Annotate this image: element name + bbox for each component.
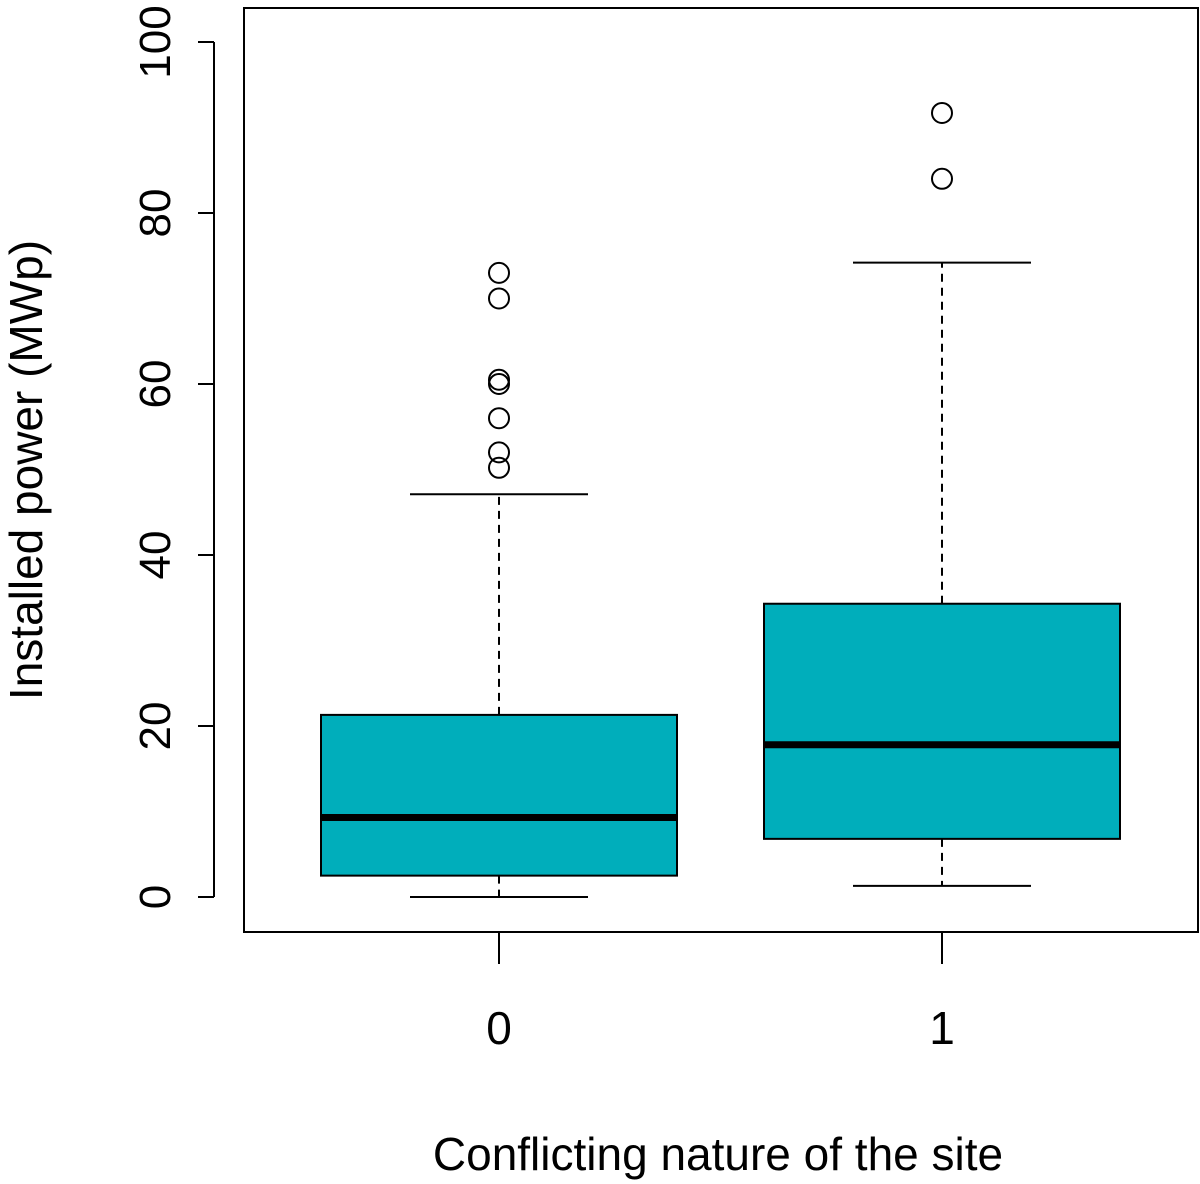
y-tick-label: 100	[131, 5, 180, 78]
outlier-point	[488, 261, 510, 284]
x-axis-label: Conflicting nature of the site	[433, 1128, 1003, 1180]
y-tick-label: 80	[131, 189, 180, 238]
y-tick-label: 20	[131, 702, 180, 751]
y-axis-label: Installed power (MWp)	[0, 240, 52, 700]
x-tick-label: 1	[929, 1002, 955, 1054]
y-tick-label: 60	[131, 360, 180, 409]
outlier-point	[931, 101, 953, 124]
outlier-point	[488, 368, 510, 391]
outlier-point	[488, 287, 510, 310]
outlier-point	[488, 407, 510, 430]
outlier-point	[488, 441, 510, 464]
y-tick-label: 40	[131, 531, 180, 580]
boxes	[320, 101, 1121, 898]
x-tick-label: 0	[486, 1002, 512, 1054]
y-tick-label: 0	[131, 885, 180, 909]
box-iqr	[763, 602, 1121, 840]
outlier-point	[488, 373, 510, 395]
y-axis: 0 20 40 60 80 100	[131, 5, 215, 909]
box-iqr	[320, 713, 678, 877]
plot-frame	[243, 7, 1199, 933]
outlier-point	[488, 456, 510, 479]
outlier-point	[931, 167, 953, 190]
